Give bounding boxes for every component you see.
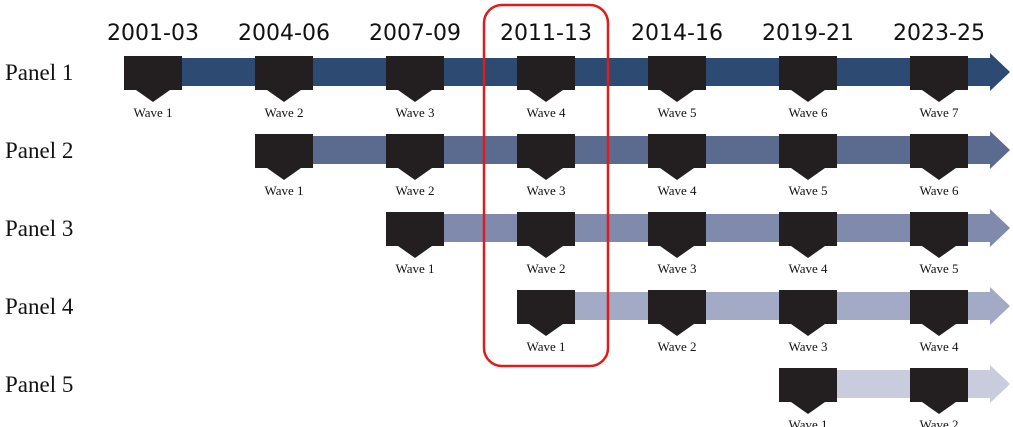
wave-label: Wave 3 [788,339,827,354]
wave-marker [124,56,182,102]
wave-marker [386,212,444,258]
column-year: 2014-16 [631,21,723,46]
wave-label: Wave 4 [526,105,566,120]
panel-label: Panel 1 [5,60,73,85]
panel-label: Panel 3 [5,216,73,241]
timeline-arrow [990,53,1010,91]
wave-label: Wave 1 [264,183,303,198]
wave-marker [517,290,575,336]
panel-label: Panel 2 [5,138,73,163]
wave-marker [386,56,444,102]
wave-label: Wave 4 [788,261,828,276]
wave-marker [779,56,837,102]
wave-label: Wave 1 [133,105,172,120]
column-year: 2001-03 [107,21,199,46]
wave-marker [517,56,575,102]
wave-marker [779,134,837,180]
wave-marker [910,212,968,258]
wave-label: Wave 3 [395,105,434,120]
panel-label: Panel 5 [5,372,73,397]
wave-label: Wave 5 [788,183,827,198]
wave-label: Wave 5 [657,105,696,120]
timeline-arrow [990,209,1010,247]
timeline-arrow [990,287,1010,325]
panel-label: Panel 4 [5,294,74,319]
wave-label: Wave 6 [788,105,828,120]
wave-label: Wave 2 [526,261,565,276]
timeline-arrow [990,365,1010,403]
wave-label: Wave 1 [788,417,827,427]
wave-marker [910,290,968,336]
wave-marker [648,134,706,180]
wave-marker [648,56,706,102]
wave-label: Wave 2 [264,105,303,120]
column-year: 2019-21 [762,21,854,46]
wave-marker [779,290,837,336]
wave-marker [779,212,837,258]
wave-label: Wave 4 [919,339,959,354]
highlight-box [482,3,610,368]
column-year: 2004-06 [238,21,330,46]
wave-label: Wave 2 [919,417,958,427]
wave-marker [517,212,575,258]
column-year: 2007-09 [369,21,461,46]
wave-label: Wave 1 [526,339,565,354]
wave-label: Wave 5 [919,261,958,276]
wave-label: Wave 2 [657,339,696,354]
wave-marker [910,368,968,414]
wave-marker [386,134,444,180]
wave-marker [255,56,313,102]
wave-label: Wave 1 [395,261,434,276]
timeline-bar [255,136,990,164]
wave-label: Wave 3 [657,261,696,276]
wave-marker [910,134,968,180]
wave-label: Wave 3 [526,183,565,198]
wave-label: Wave 4 [657,183,697,198]
column-year: 2023-25 [893,21,985,46]
wave-label: Wave 7 [919,105,959,120]
wave-marker [648,212,706,258]
wave-marker [910,56,968,102]
column-year: 2011-13 [500,21,592,46]
wave-marker [255,134,313,180]
timeline-arrow [990,131,1010,169]
wave-label: Wave 6 [919,183,959,198]
wave-marker [517,134,575,180]
wave-label: Wave 2 [395,183,434,198]
wave-marker [648,290,706,336]
wave-marker [779,368,837,414]
